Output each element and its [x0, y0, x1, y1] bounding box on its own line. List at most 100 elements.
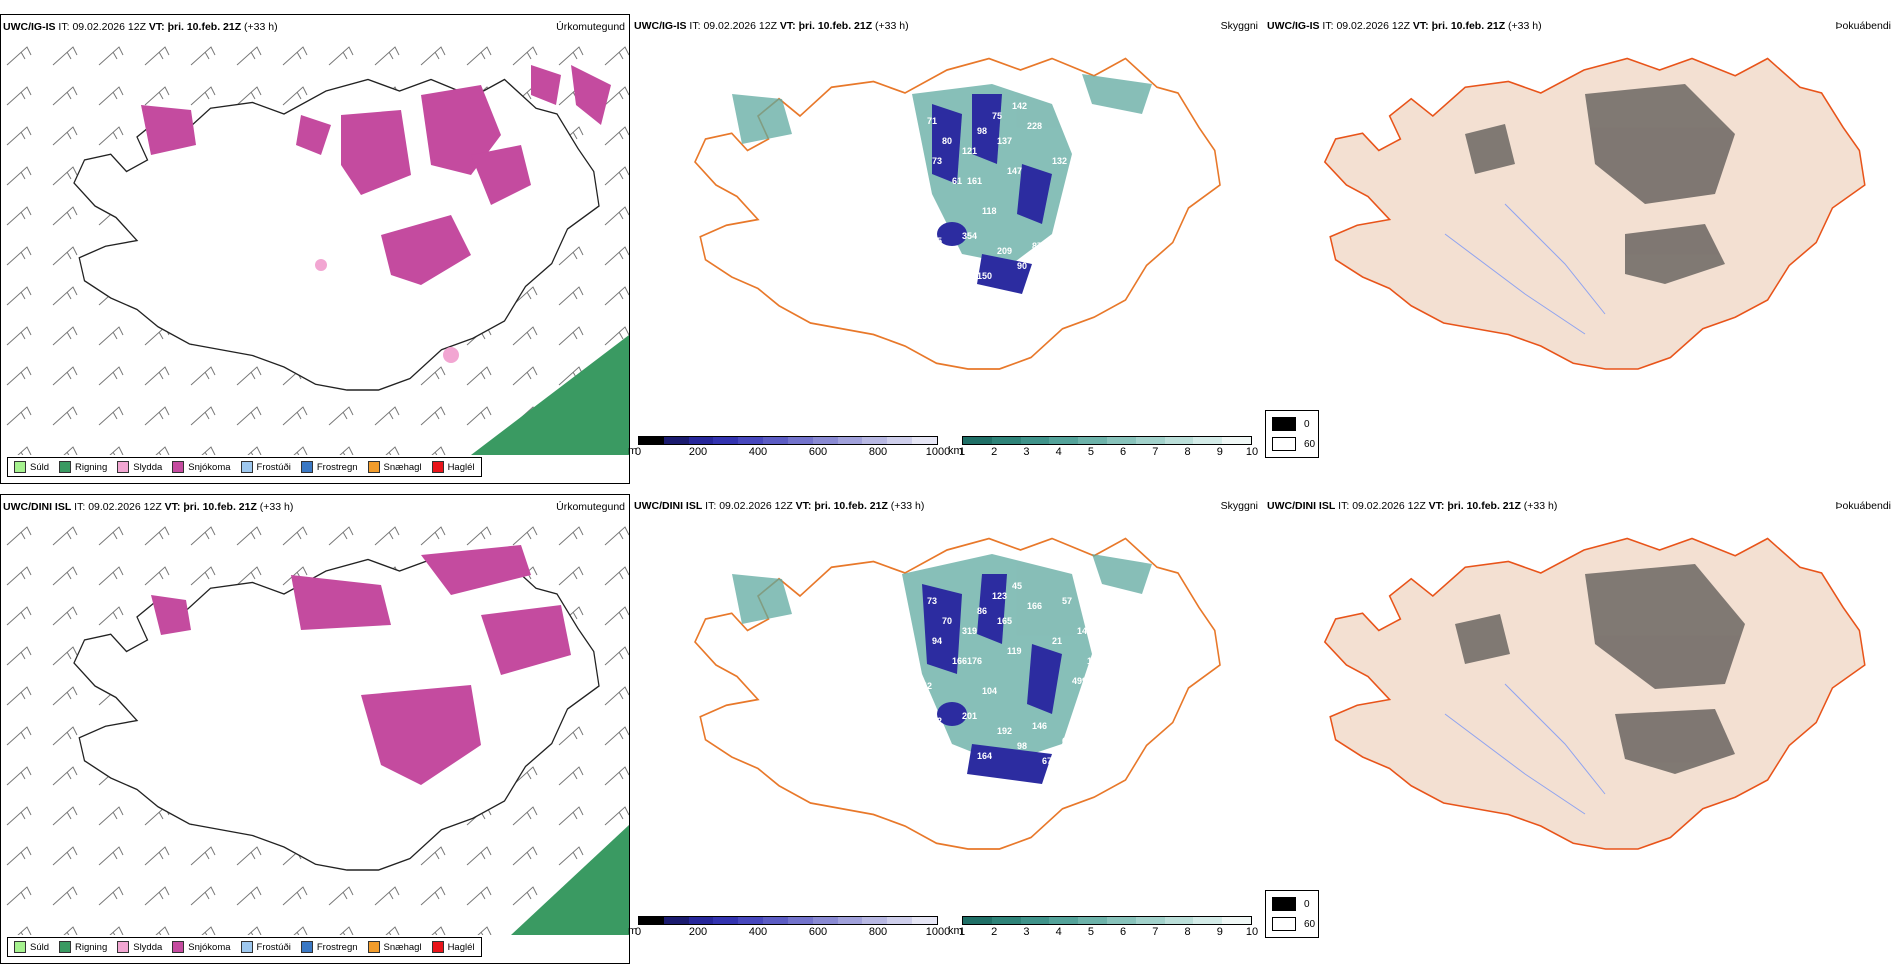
colorbar-segment [1078, 917, 1107, 924]
colorbar-segment [963, 917, 992, 924]
visibility-label: 166 [1027, 601, 1042, 611]
precip-legend: Súld Rigning Slydda Snjókoma Frostúði Frostre… [7, 457, 482, 477]
colorbar-segment [763, 917, 788, 924]
panel-header: UWC/DINI ISL IT: 09.02.2026 12Z VT: þri.… [634, 500, 925, 512]
legend-swatch [14, 461, 26, 473]
legend-label: Súld [30, 461, 50, 473]
colorbar-segment [862, 437, 888, 444]
panel-header: UWC/IG-IS IT: 09.02.2026 12Z VT: þri. 10… [634, 20, 909, 32]
legend-swatch [367, 941, 380, 953]
legend-label: Frostúði [256, 461, 291, 473]
colorbar-segment [1222, 437, 1251, 444]
colorbar-segment [887, 437, 913, 444]
colorbar-segment [1164, 437, 1194, 444]
visibility-label: 123 [992, 591, 1007, 601]
black-label: 0 [1304, 418, 1310, 430]
legend-swatch [117, 941, 130, 953]
colorbar-segment [1106, 437, 1136, 444]
legend-item: Snjókoma [172, 941, 231, 953]
colorbar-tick: 8 [1184, 926, 1191, 938]
visibility-colorbar: 1 2 3 4 5 6 7 8 9 10 km [948, 436, 1258, 459]
colorbar-tick: 0 [634, 446, 642, 458]
legend-swatch [59, 941, 72, 953]
legend-label: Frostregn [316, 461, 358, 473]
colorbar-segment [1135, 437, 1165, 444]
visibility-label: 192 [997, 726, 1012, 736]
height-unit: m [628, 925, 638, 937]
precip-type-panel-igis: UWC/IG-IS IT: 09.02.2026 12Z VT: þri. 10… [0, 14, 630, 484]
legend-swatch [240, 941, 253, 953]
colorbar-segment [713, 437, 739, 444]
fog-panel-dini: UWC/DINI ISL IT: 09.02.2026 12Z VT: þri.… [1265, 494, 1895, 964]
visibility-label: 45 [1012, 581, 1022, 591]
snow-legend: 0 60 [1265, 890, 1319, 938]
visibility-label: 64 [1062, 736, 1072, 746]
legend-swatch [240, 461, 253, 473]
height-bar [638, 436, 938, 445]
visibility-label: 121 [962, 146, 977, 156]
visibility-label: 86 [977, 606, 987, 616]
colorbar-segment [1049, 917, 1079, 924]
colorbar-tick: 600 [808, 926, 828, 938]
colorbar-segment [713, 917, 739, 924]
colorbar-segment [887, 917, 913, 924]
visibility-label: 70 [942, 616, 952, 626]
visibility-label: 150 [977, 271, 992, 281]
visibility-label: 71 [927, 116, 937, 126]
black-swatch [1272, 417, 1296, 431]
snow-areas [151, 545, 571, 785]
colorbar-segment [639, 437, 664, 444]
legend-item: Súld [14, 461, 49, 473]
height-colorbar: 0 200 400 600 800 1000 m [628, 436, 950, 459]
colorbar-tick: 10 [1245, 446, 1259, 458]
colorbar-tick: 3 [1023, 926, 1030, 938]
height-colorbar: 0 200 400 600 800 1000 m [628, 916, 950, 939]
white-swatch [1272, 917, 1296, 931]
visibility-label: 104 [982, 686, 997, 696]
colorbar-tick: 5 [1087, 926, 1094, 938]
height-bar [638, 916, 938, 925]
visibility-label: 165 [997, 616, 1012, 626]
colorbar-tick: 1 [958, 926, 966, 938]
height-unit: m [628, 445, 638, 457]
colorbar-segment [991, 917, 1021, 924]
snow-areas [141, 65, 611, 285]
colorbar-tick: 1000 [925, 926, 951, 938]
legend-label: Snjókoma [188, 941, 231, 953]
colorbar-tick: 400 [748, 926, 768, 938]
legend-item: Súld [14, 941, 49, 953]
panel-title: Þokuábendi [1835, 20, 1891, 32]
legend-label: Haglél [447, 461, 475, 473]
colorbar-segment [639, 917, 664, 924]
colorbar-segment [1106, 917, 1136, 924]
visibility-label: 149 [1077, 626, 1092, 636]
visibility-unit: km [948, 445, 963, 457]
visibility-bar [962, 916, 1252, 925]
visibility-label: 21 [1052, 636, 1062, 646]
visibility-label: 98 [977, 126, 987, 136]
white-label: 60 [1304, 918, 1316, 930]
colorbar-tick: 10 [1245, 926, 1259, 938]
rain-area [471, 335, 629, 455]
precip-type-panel-dini: UWC/DINI ISL IT: 09.02.2026 12Z VT: þri.… [0, 494, 630, 964]
colorbar-tick: 4 [1055, 446, 1062, 458]
legend-label: Haglél [447, 941, 475, 953]
legend-item: Haglél [431, 461, 475, 473]
legend-swatch [367, 461, 380, 473]
colorbar-tick: 400 [748, 446, 768, 458]
visibility-label: 137 [997, 136, 1012, 146]
legend-item: Frostúði [240, 941, 291, 953]
legend-swatch [300, 461, 313, 473]
visibility-label: 158 [1042, 276, 1057, 286]
visibility-label: 119 [1007, 646, 1022, 656]
legend-swatch [59, 461, 72, 473]
legend-swatch [431, 461, 444, 473]
visibility-label: 10 [1087, 656, 1097, 666]
visibility-label: 121 [1087, 176, 1102, 186]
visibility-label: 90 [1017, 261, 1027, 271]
colorbar-tick: 6 [1120, 446, 1127, 458]
legend-item: Rigning [59, 461, 107, 473]
colorbar-segment [738, 917, 764, 924]
colorbar-tick: 4 [1055, 926, 1062, 938]
colorbar-segment [837, 917, 863, 924]
